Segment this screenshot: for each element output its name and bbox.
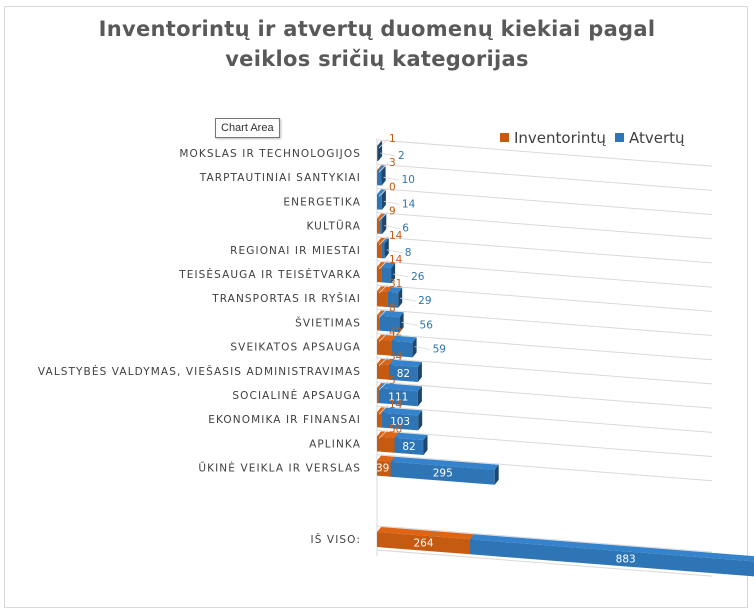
legend-item-atvertu[interactable]: Atvertų: [615, 129, 685, 147]
data-label-inventorintu: 264: [414, 538, 434, 550]
legend: Inventorintų Atvertų: [500, 129, 685, 147]
gridline: [376, 454, 713, 482]
gridline: [376, 429, 713, 458]
legend-swatch: [615, 133, 624, 142]
data-label-atvertu: 103: [390, 416, 410, 428]
data-label-atvertu: 295: [433, 468, 453, 480]
bar-atvertu[interactable]: [387, 287, 403, 308]
data-label-atvertu: 14: [402, 198, 416, 210]
chart-area-tooltip: Chart Area: [215, 118, 280, 138]
chart-area-frame[interactable]: [4, 6, 748, 608]
category-label: ENERGETIKA: [283, 196, 361, 208]
category-label: APLINKA: [309, 438, 361, 450]
chart-title-line-2: veiklos sričių kategorijas: [225, 47, 529, 71]
bar-atvertu[interactable]: [378, 383, 422, 407]
data-label-atvertu: 10: [402, 174, 415, 186]
gridline: [376, 187, 713, 216]
bar-atvertu[interactable]: [381, 238, 389, 259]
data-label-atvertu: 59: [433, 344, 446, 356]
gridline: [376, 212, 713, 240]
legend-swatch: [500, 133, 509, 142]
chart-title-line-1: Inventorintų ir atvertų duomenų kiekiai …: [98, 17, 656, 41]
category-label: SVEIKATOS APSAUGA: [230, 342, 361, 354]
bar-atvertu[interactable]: [390, 456, 499, 485]
bar-atvertu[interactable]: [470, 534, 754, 578]
data-label-inventorintu: 42: [389, 327, 402, 339]
category-label: TEISĖSAUGA IR TEISĖTVARKA: [178, 268, 361, 281]
gridline: [376, 308, 713, 337]
gridline: [376, 139, 713, 167]
category-labels: MOKSLAS IR TECHNOLOGIJOS TARPTAUTINIAI SA…: [38, 148, 361, 546]
data-label-inventorintu: 5: [389, 375, 396, 387]
data-label-inventorintu: 14: [389, 254, 403, 266]
bar-atvertu[interactable]: [381, 407, 423, 431]
category-label: IŠ VISO:: [311, 533, 361, 546]
data-label-inventorintu: 50: [389, 423, 402, 435]
category-label: REGIONAI IR MIESTAI: [230, 245, 361, 257]
chart-title: Inventorintų ir atvertų duomenų kiekiai …: [0, 14, 754, 74]
gridline: [376, 284, 713, 312]
category-label: TRANSPORTAS IR RYŠIAI: [211, 292, 361, 305]
bar-atvertu[interactable]: [394, 432, 428, 455]
gridline: [376, 549, 713, 577]
data-label-atvertu: 6: [402, 223, 409, 235]
bar-atvertu[interactable]: [377, 141, 383, 162]
data-label-inventorintu: 14: [389, 230, 403, 242]
legend-label: Inventorintų: [514, 129, 606, 147]
data-label-inventorintu: 0: [389, 181, 396, 193]
data-label-atvertu: 2: [398, 150, 405, 162]
category-label: ŪKINĖ VEIKLA IR VERSLAS: [198, 462, 361, 475]
data-label-atvertu: 29: [418, 295, 431, 307]
bar-atvertu[interactable]: [377, 189, 386, 210]
category-label: TARPTAUTINIAI SANTYKIAI: [199, 172, 361, 184]
legend-item-inventorintu[interactable]: Inventorintų: [500, 129, 606, 147]
gridline: [376, 333, 713, 361]
category-label: MOKSLAS IR TECHNOLOGIJOS: [179, 148, 361, 160]
data-label-inventorintu: 1: [389, 133, 396, 145]
data-label-inventorintu: 31: [389, 278, 402, 290]
gridline: [376, 381, 713, 409]
category-label: KULTŪRA: [306, 220, 361, 233]
gridline: [376, 405, 713, 433]
bar-atvertu[interactable]: [381, 262, 396, 284]
bar-atvertu[interactable]: [389, 359, 422, 382]
data-label-inventorintu: 8: [389, 302, 396, 314]
data-labels: 1231001496148142631298564259348251111410…: [376, 133, 636, 565]
bar-atvertu[interactable]: [378, 165, 386, 186]
data-label-inventorintu: 39: [376, 463, 389, 475]
data-label-inventorintu: 34: [389, 351, 403, 363]
data-label-atvertu: 8: [405, 247, 412, 259]
category-label: ŠVIETIMAS: [295, 316, 361, 329]
category-label: SOCIALINĖ APSAUGA: [232, 389, 361, 402]
data-label-atvertu: 883: [616, 553, 636, 565]
bar-atvertu[interactable]: [391, 335, 417, 358]
data-label-atvertu: 82: [397, 368, 410, 380]
data-label-inventorintu: 3: [389, 157, 396, 169]
data-label-atvertu: 56: [420, 319, 434, 331]
data-label-atvertu: 82: [402, 441, 415, 453]
category-label: EKONOMIKA IR FINANSAI: [208, 414, 361, 426]
gridline: [376, 525, 713, 553]
bar-series: [377, 141, 754, 578]
category-label: VALSTYBĖS VALDYMAS, VIEŠASIS ADMINISTRAV…: [38, 365, 361, 378]
data-label-atvertu: 26: [411, 271, 425, 283]
data-label-inventorintu: 9: [389, 206, 396, 218]
gridlines: [376, 138, 713, 577]
gridline: [376, 260, 713, 288]
data-label-atvertu: 111: [388, 392, 408, 404]
legend-label: Atvertų: [629, 129, 685, 147]
gridline: [376, 236, 713, 264]
data-label-inventorintu: 14: [389, 399, 403, 411]
gridline: [376, 357, 713, 385]
gridline: [376, 163, 713, 191]
